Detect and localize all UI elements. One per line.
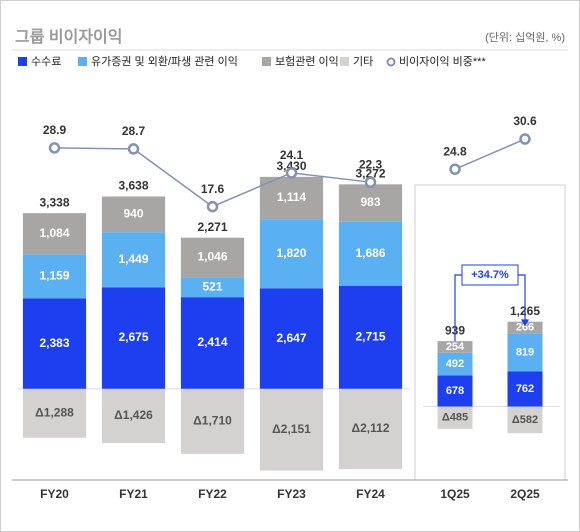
data-label: 1,159 [39, 269, 69, 283]
legend-label: 비이자이익 비중*** [399, 55, 486, 68]
bar-segment [259, 288, 324, 389]
data-label: 2,675 [118, 330, 148, 344]
bar-segment [259, 219, 324, 289]
data-label: 521 [202, 279, 222, 293]
legend-marker [340, 57, 349, 66]
data-label: 1,084 [39, 226, 69, 240]
legend-label: 보험관련 이익 [275, 55, 339, 68]
data-label: Δ1,288 [35, 405, 74, 419]
ratio-marker [519, 133, 531, 145]
legend-label: 유가증권 및 외환/파생 관련 이익 [91, 55, 238, 68]
x-tick-label: 1Q25 [440, 487, 470, 501]
bar-segment [507, 406, 543, 434]
data-label: 983 [360, 195, 380, 209]
ratio-marker [285, 167, 298, 179]
bar-segment [101, 232, 166, 288]
chart-title: 그룹 비이자이익 [15, 27, 123, 46]
unit-note: (단위: 십억원, %) [485, 31, 565, 44]
bar-segment [338, 221, 403, 286]
bar-segment [507, 321, 543, 334]
bar-segment [437, 341, 473, 353]
data-label: 2,383 [39, 336, 69, 350]
annotation: +34.7% [471, 269, 509, 281]
data-label: 1,046 [197, 250, 227, 264]
arrow-head [521, 319, 529, 327]
bar-segment [180, 277, 245, 298]
data-label: 2,715 [355, 329, 385, 343]
bar-segment [101, 287, 166, 389]
data-label: Δ582 [512, 414, 538, 426]
x-tick-label: FY21 [119, 487, 148, 501]
total-label: 2,271 [197, 220, 227, 234]
bar-segment [437, 375, 473, 407]
ratio-label: 24.1 [280, 148, 304, 162]
bar-segment [338, 285, 403, 389]
total-label: 3,272 [355, 167, 385, 181]
x-tick-label: 2Q25 [510, 487, 540, 501]
total-label: 3,638 [118, 179, 148, 193]
data-label: 492 [446, 358, 464, 370]
ratio-marker [449, 163, 461, 175]
annotation-box [461, 264, 519, 286]
bar-segment [22, 213, 87, 255]
bar-segment [180, 388, 245, 454]
data-label: 940 [123, 207, 143, 221]
ratio-marker [48, 142, 61, 154]
data-label: Δ2,112 [352, 421, 390, 435]
data-label: 819 [516, 347, 534, 359]
bar-segment [22, 388, 87, 438]
ratio-marker [206, 200, 219, 213]
data-label: 2,414 [197, 335, 227, 349]
data-label: Δ1,426 [114, 408, 153, 422]
bar-segment [259, 388, 324, 471]
bar-segment [101, 388, 166, 444]
bar-segment [437, 352, 473, 376]
bar-segment [180, 237, 245, 278]
data-label: 678 [446, 385, 464, 397]
data-label: 254 [446, 341, 465, 353]
ratio-line [454, 138, 526, 170]
ratio-label: 22.3 [359, 157, 383, 171]
ratio-label: 24.8 [443, 144, 467, 158]
ratio-label: 28.7 [122, 124, 146, 138]
bar-segment [259, 176, 324, 220]
total-label: 3,430 [276, 159, 306, 173]
ratio-label: 28.9 [43, 123, 67, 137]
data-label: 2,647 [276, 331, 306, 345]
bar-segment [507, 371, 543, 407]
bar-segment [22, 298, 87, 389]
bar-segment [338, 184, 403, 222]
x-tick-label: FY23 [277, 487, 306, 501]
bar-segment [338, 388, 403, 470]
ratio-marker [127, 143, 140, 155]
data-label: Δ2,151 [272, 422, 311, 436]
x-tick-label: FY22 [198, 487, 227, 501]
legend-marker [262, 57, 271, 66]
data-label: Δ1,710 [193, 413, 232, 427]
data-label: 266 [516, 322, 534, 334]
ratio-label: 30.6 [513, 114, 537, 128]
x-tick-label: FY24 [356, 487, 385, 501]
x-tick-label: FY20 [40, 487, 69, 501]
total-label: 3,338 [39, 195, 69, 209]
ratio-marker [364, 176, 377, 188]
legend-label: 기타 [353, 55, 373, 68]
ratio-label: 17.6 [201, 182, 225, 196]
data-label: 1,114 [277, 190, 307, 204]
bar-segment [22, 254, 87, 299]
legend-label: 수수료 [31, 55, 61, 68]
data-label: 1,686 [355, 246, 385, 260]
data-label: 762 [516, 383, 534, 395]
legend-marker [18, 57, 27, 66]
legend-marker [78, 57, 87, 66]
data-label: 1,449 [118, 252, 148, 266]
bar-segment [180, 297, 245, 389]
data-label: 1,820 [276, 246, 306, 260]
bar-segment [101, 196, 166, 233]
data-label: Δ485 [442, 412, 468, 424]
bar-segment [437, 406, 473, 429]
bar-segment [507, 333, 543, 372]
legend-marker [386, 57, 396, 67]
